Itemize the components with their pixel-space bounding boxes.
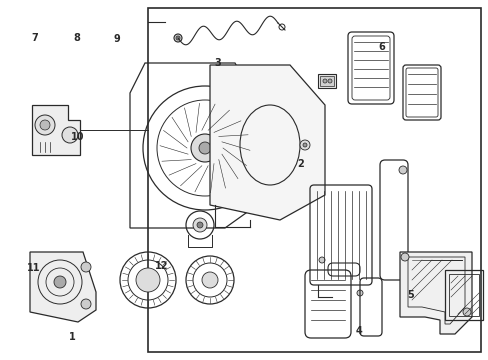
Circle shape (202, 272, 218, 288)
Text: 11: 11 (26, 263, 40, 273)
Circle shape (327, 79, 331, 83)
Text: 2: 2 (297, 159, 304, 169)
Circle shape (191, 134, 219, 162)
Circle shape (54, 276, 66, 288)
Circle shape (197, 222, 203, 228)
Circle shape (193, 218, 206, 232)
Circle shape (136, 268, 160, 292)
Text: 7: 7 (32, 33, 39, 43)
Polygon shape (399, 252, 471, 334)
Circle shape (303, 143, 306, 147)
Circle shape (199, 142, 210, 154)
Circle shape (81, 299, 91, 309)
Circle shape (356, 290, 362, 296)
Bar (317, 74, 335, 88)
Text: 4: 4 (355, 326, 362, 336)
Circle shape (81, 262, 91, 272)
Text: 6: 6 (377, 42, 384, 52)
Circle shape (462, 308, 470, 316)
Circle shape (400, 253, 408, 261)
Text: 8: 8 (74, 33, 81, 43)
Circle shape (35, 115, 55, 135)
Text: 12: 12 (154, 261, 168, 271)
Circle shape (176, 36, 180, 40)
Circle shape (323, 79, 326, 83)
Text: 1: 1 (69, 332, 76, 342)
Bar (148, 8, 480, 352)
Polygon shape (30, 252, 96, 322)
Circle shape (398, 166, 406, 174)
Circle shape (40, 120, 50, 130)
Bar (319, 76, 333, 86)
Circle shape (318, 257, 325, 263)
Text: 3: 3 (214, 58, 221, 68)
Text: 9: 9 (113, 34, 120, 44)
Circle shape (174, 34, 182, 42)
Polygon shape (209, 65, 325, 220)
Bar (444, 270, 482, 320)
Polygon shape (32, 105, 80, 155)
Circle shape (62, 127, 78, 143)
Bar (448, 274, 478, 316)
Circle shape (299, 140, 309, 150)
Text: 10: 10 (70, 132, 84, 142)
Text: 5: 5 (407, 290, 413, 300)
